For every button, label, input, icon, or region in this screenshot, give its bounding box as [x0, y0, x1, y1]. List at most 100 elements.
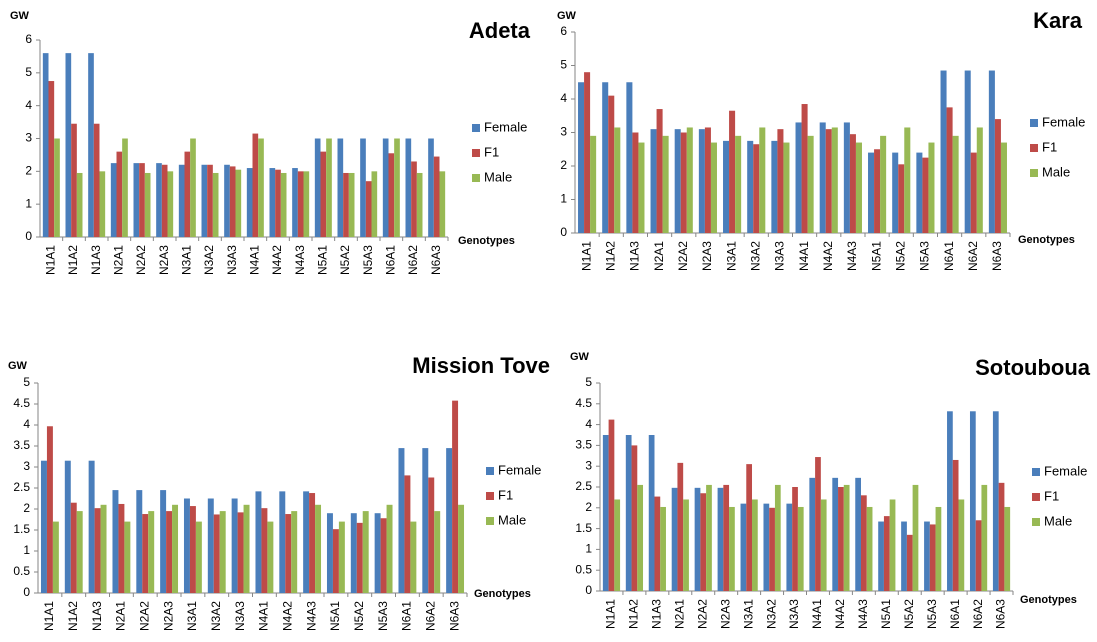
- bar: [231, 498, 238, 593]
- x-tick-label: N1A1: [42, 601, 56, 631]
- bar: [998, 482, 1005, 591]
- y-tick-label: 4.5: [575, 396, 592, 410]
- bar: [100, 504, 107, 593]
- bar: [650, 129, 657, 233]
- bar: [189, 506, 196, 593]
- bar: [167, 171, 174, 237]
- bar: [771, 140, 778, 233]
- legend-swatch: [486, 517, 494, 525]
- bar: [285, 514, 292, 593]
- bar: [458, 504, 465, 593]
- bar: [42, 53, 49, 238]
- y-tick-label: 3: [23, 459, 30, 473]
- bar: [883, 516, 890, 591]
- bar: [237, 512, 244, 593]
- bar: [76, 172, 83, 237]
- chart-panel: Sotouboua GW Genotypes 0 0.5 1 1.5 2 2.5 3 3.5 4 4.5…: [570, 351, 1091, 629]
- bar: [136, 490, 143, 593]
- x-tick-label: N2A3: [157, 245, 171, 275]
- bar: [924, 521, 930, 591]
- bar: [422, 448, 429, 593]
- y-tick-label: 3.5: [13, 438, 30, 452]
- bar: [832, 477, 839, 591]
- bar: [337, 138, 344, 237]
- bar: [820, 499, 827, 591]
- y-axis-label: GW: [10, 10, 30, 22]
- bar: [940, 70, 947, 234]
- bar: [578, 82, 585, 233]
- bar: [382, 138, 389, 237]
- bar: [439, 171, 446, 237]
- bar: [139, 163, 145, 237]
- y-tick-label: 1.5: [575, 521, 592, 535]
- x-tick-label: N2A1: [652, 241, 666, 271]
- x-tick-label: N3A1: [180, 245, 194, 275]
- bar: [614, 499, 621, 591]
- bar: [638, 142, 645, 233]
- bar: [878, 521, 884, 591]
- bar: [906, 534, 913, 591]
- y-tick-label: 3: [560, 125, 567, 139]
- bar: [831, 127, 838, 233]
- bar: [584, 72, 591, 233]
- bar: [981, 484, 988, 591]
- bar: [148, 511, 155, 593]
- x-tick-label: N4A3: [293, 245, 307, 275]
- x-tick-label: N6A2: [406, 245, 420, 275]
- y-tick-label: 4: [25, 98, 32, 112]
- bar: [602, 82, 609, 233]
- bar: [161, 164, 168, 237]
- bar: [388, 153, 395, 237]
- bar: [898, 164, 905, 233]
- x-tick-label: N6A3: [994, 599, 1008, 629]
- bar: [807, 135, 814, 233]
- bar: [40, 460, 47, 593]
- bar: [723, 484, 730, 591]
- x-tick-label: N3A2: [764, 599, 778, 629]
- bar: [786, 503, 793, 591]
- bar: [338, 521, 345, 593]
- y-tick-label: 5: [560, 58, 567, 72]
- x-tick-label: N3A3: [225, 245, 239, 275]
- bar: [291, 511, 298, 593]
- bar: [172, 504, 179, 593]
- x-axis-label: Genotypes: [458, 235, 515, 247]
- bar: [246, 168, 253, 237]
- bar: [648, 435, 655, 591]
- bar: [350, 513, 357, 593]
- legend-label: Female: [484, 119, 527, 134]
- bar: [866, 506, 873, 591]
- bar: [94, 508, 101, 593]
- bar: [70, 502, 77, 593]
- legend-label: Male: [1042, 164, 1070, 179]
- bar: [674, 129, 681, 233]
- chart-panel: Kara GW Genotypes 0 1 2 3 4 5 6 N1A1 N1A2 N1A3 N2A1 N2…: [557, 8, 1085, 271]
- x-axis-label: Genotypes: [1018, 234, 1075, 246]
- bar: [753, 144, 760, 233]
- x-tick-label: N4A1: [810, 599, 824, 629]
- x-tick-label: N4A1: [797, 241, 811, 271]
- bar: [446, 448, 453, 593]
- y-tick-label: 6: [560, 24, 567, 38]
- x-tick-label: N5A1: [316, 245, 330, 275]
- chart-panel: Adeta GW Genotypes 0 1 2 3 4 5 6 N1A1 N1A2 N1A3 N2A1 N…: [10, 10, 531, 275]
- x-tick-label: N5A1: [879, 599, 893, 629]
- x-tick-label: N4A2: [833, 599, 847, 629]
- x-tick-label: N5A2: [902, 599, 916, 629]
- bar: [380, 518, 387, 593]
- x-tick-label: N4A3: [304, 601, 318, 631]
- chart-title: Adeta: [469, 18, 531, 43]
- x-tick-label: N1A2: [66, 245, 80, 275]
- legend-swatch: [1032, 493, 1040, 501]
- legend-swatch: [1032, 468, 1040, 476]
- y-tick-label: 6: [25, 32, 32, 46]
- x-tick-label: N6A2: [971, 599, 985, 629]
- bar: [626, 82, 633, 233]
- bar: [112, 490, 119, 593]
- bar: [178, 164, 185, 237]
- legend-swatch: [1030, 169, 1038, 177]
- legend-swatch: [1030, 119, 1038, 127]
- bar: [656, 109, 663, 233]
- y-axis-label: GW: [8, 360, 28, 372]
- bar: [428, 477, 435, 593]
